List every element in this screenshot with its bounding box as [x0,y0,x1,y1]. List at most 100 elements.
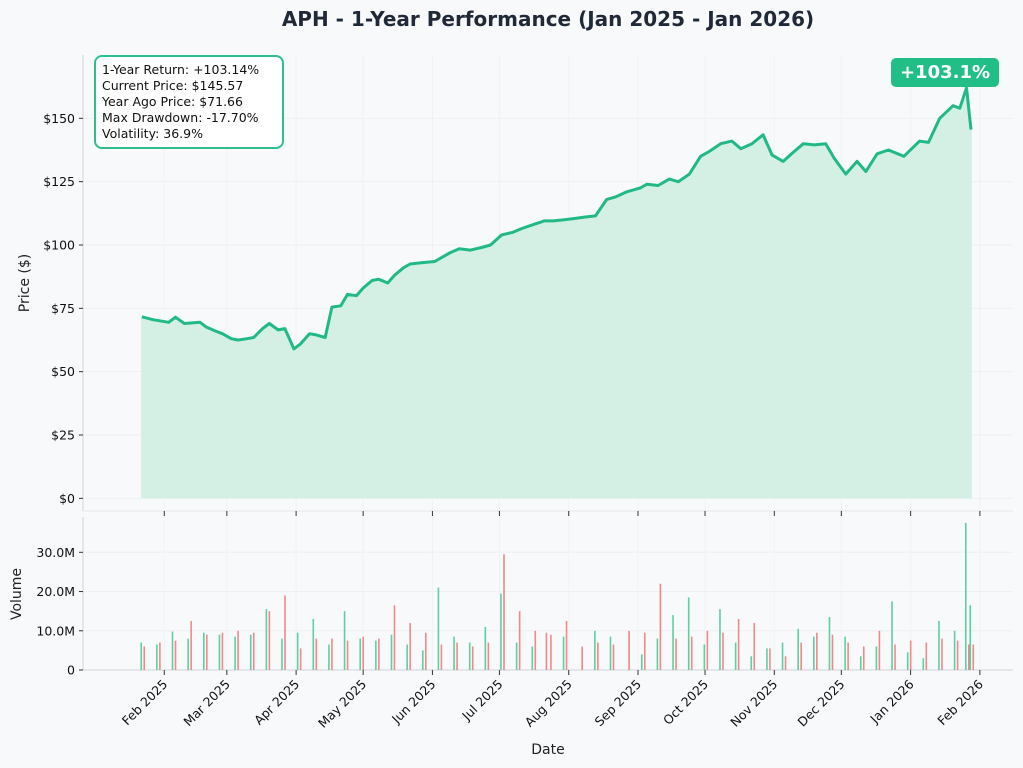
volume-bar-up [922,658,925,670]
volume-bar-up [844,636,846,670]
stat-year-ago-price: Year Ago Price: $71.66 [101,94,243,109]
volume-bar-down [643,632,646,670]
price-y-tick-label: $100 [43,238,75,253]
volume-bar-down [862,646,865,670]
volume-bar-up [734,642,737,670]
return-badge-label: +103.1% [900,62,990,83]
volume-bar-down [784,656,787,670]
volume-bar-down [831,634,834,670]
volume-bar-down [268,611,271,670]
x-tick-label: Jul 2025 [458,677,505,724]
volume-bar-down [956,640,959,670]
volume-bar-up [813,636,815,670]
volume-bar-up [594,630,596,670]
volume-bar-down [378,638,380,670]
volume-bar-up [859,656,862,670]
volume-bar-up [343,611,346,670]
volume-bar-up [312,619,315,670]
volume-bar-down [424,632,427,670]
volume-y-tick-label: 0 [67,663,75,678]
volume-bar-down [205,634,208,670]
volume-bar-up [500,593,502,670]
stat-return: 1-Year Return: +103.14% [102,62,259,77]
volume-bar-down [487,642,490,670]
volume-bar-up [359,638,362,670]
volume-bar-down [362,636,365,670]
volume-bar-down [503,554,505,670]
volume-bar-up [171,631,174,670]
price-y-tick-label: $150 [43,111,75,126]
return-badge: +103.1% [891,58,999,87]
volume-bar-down [878,630,881,670]
volume-bar-up [703,644,706,670]
volume-bar-up [906,652,909,670]
volume-bar-up [265,609,268,670]
volume-bar-down [675,638,677,670]
volume-bar-down [894,644,896,670]
price-y-axis-label: Price ($) [17,254,33,312]
volume-bar-up [953,630,956,670]
volume-bar-down [800,642,802,670]
volume-bar-down [925,642,928,670]
stat-volatility: Volatility: 36.9% [102,126,203,141]
x-tick-label: Feb 2026 [934,676,986,728]
volume-bar-up [797,628,799,670]
volume-y-axis-label: Volume [9,568,25,620]
volume-bar-up [781,642,784,670]
volume-bar-down [331,638,333,670]
volume-panel: 0 10.0M 20.0M 30.0M Feb 2025 Mar 2025 Apr 202… [9,517,1013,758]
volume-bar-down [221,632,224,670]
x-tick-label: Oct 2025 [660,677,711,728]
x-tick-label: Jan 2026 [866,676,916,726]
chart-title: APH - 1-Year Performance (Jan 2025 - Jan… [282,7,814,31]
volume-bar-up [249,634,252,670]
volume-bar-up [656,638,659,670]
volume-bar-up [531,646,534,670]
volume-bar-down [706,630,709,670]
price-y-tick-label: $75 [51,301,75,316]
volume-bar-down [545,632,548,670]
volume-bar-up [640,654,643,670]
stat-max-drawdown: Max Drawdown: -17.70% [102,110,259,125]
volume-bar-down [597,642,599,670]
volume-bar-down [409,622,411,670]
volume-bar-down [816,632,818,670]
volume-bar-up [828,617,831,670]
volume-bar-down [690,636,693,670]
x-axis-label: Date [531,742,564,758]
volume-bars [140,522,975,670]
volume-bar-down [534,630,537,670]
x-tick-label: Mar 2025 [180,677,233,730]
x-tick-label: Feb 2025 [119,677,171,729]
price-y-tick-label: $125 [43,174,75,189]
volume-bar-down [753,622,756,670]
volume-bar-up [421,650,424,670]
volume-bar-up [406,644,408,670]
volume-bar-down [941,638,943,670]
volume-bar-up [187,638,189,670]
x-tick-label: Jun 2025 [388,677,438,727]
volume-bar-down [737,619,740,670]
x-tick-label: May 2025 [315,677,369,731]
volume-bar-up [484,626,487,670]
volume-bar-up [766,648,768,670]
volume-y-tick-label: 20.0M [36,584,75,599]
volume-bar-up [390,634,393,670]
volume-bar-up [750,656,753,670]
volume-bar-up [515,642,518,670]
x-tick-label: Aug 2025 [522,677,575,730]
return-badge-background [891,58,999,87]
volume-bar-up [453,636,455,670]
price-y-tick-label: $25 [51,428,75,443]
volume-bar-up [562,636,565,670]
volume-bar-down [284,595,286,670]
volume-bar-up [234,636,236,670]
volume-bar-down [143,646,146,670]
volume-bar-up [719,609,721,670]
price-y-ticks: $0 $25 $50 $75 $100 $125 $150 [43,111,83,506]
volume-bar-up [891,601,893,670]
volume-bar-down [174,640,177,670]
volume-bar-down [909,640,912,670]
volume-bar-up [375,640,377,670]
